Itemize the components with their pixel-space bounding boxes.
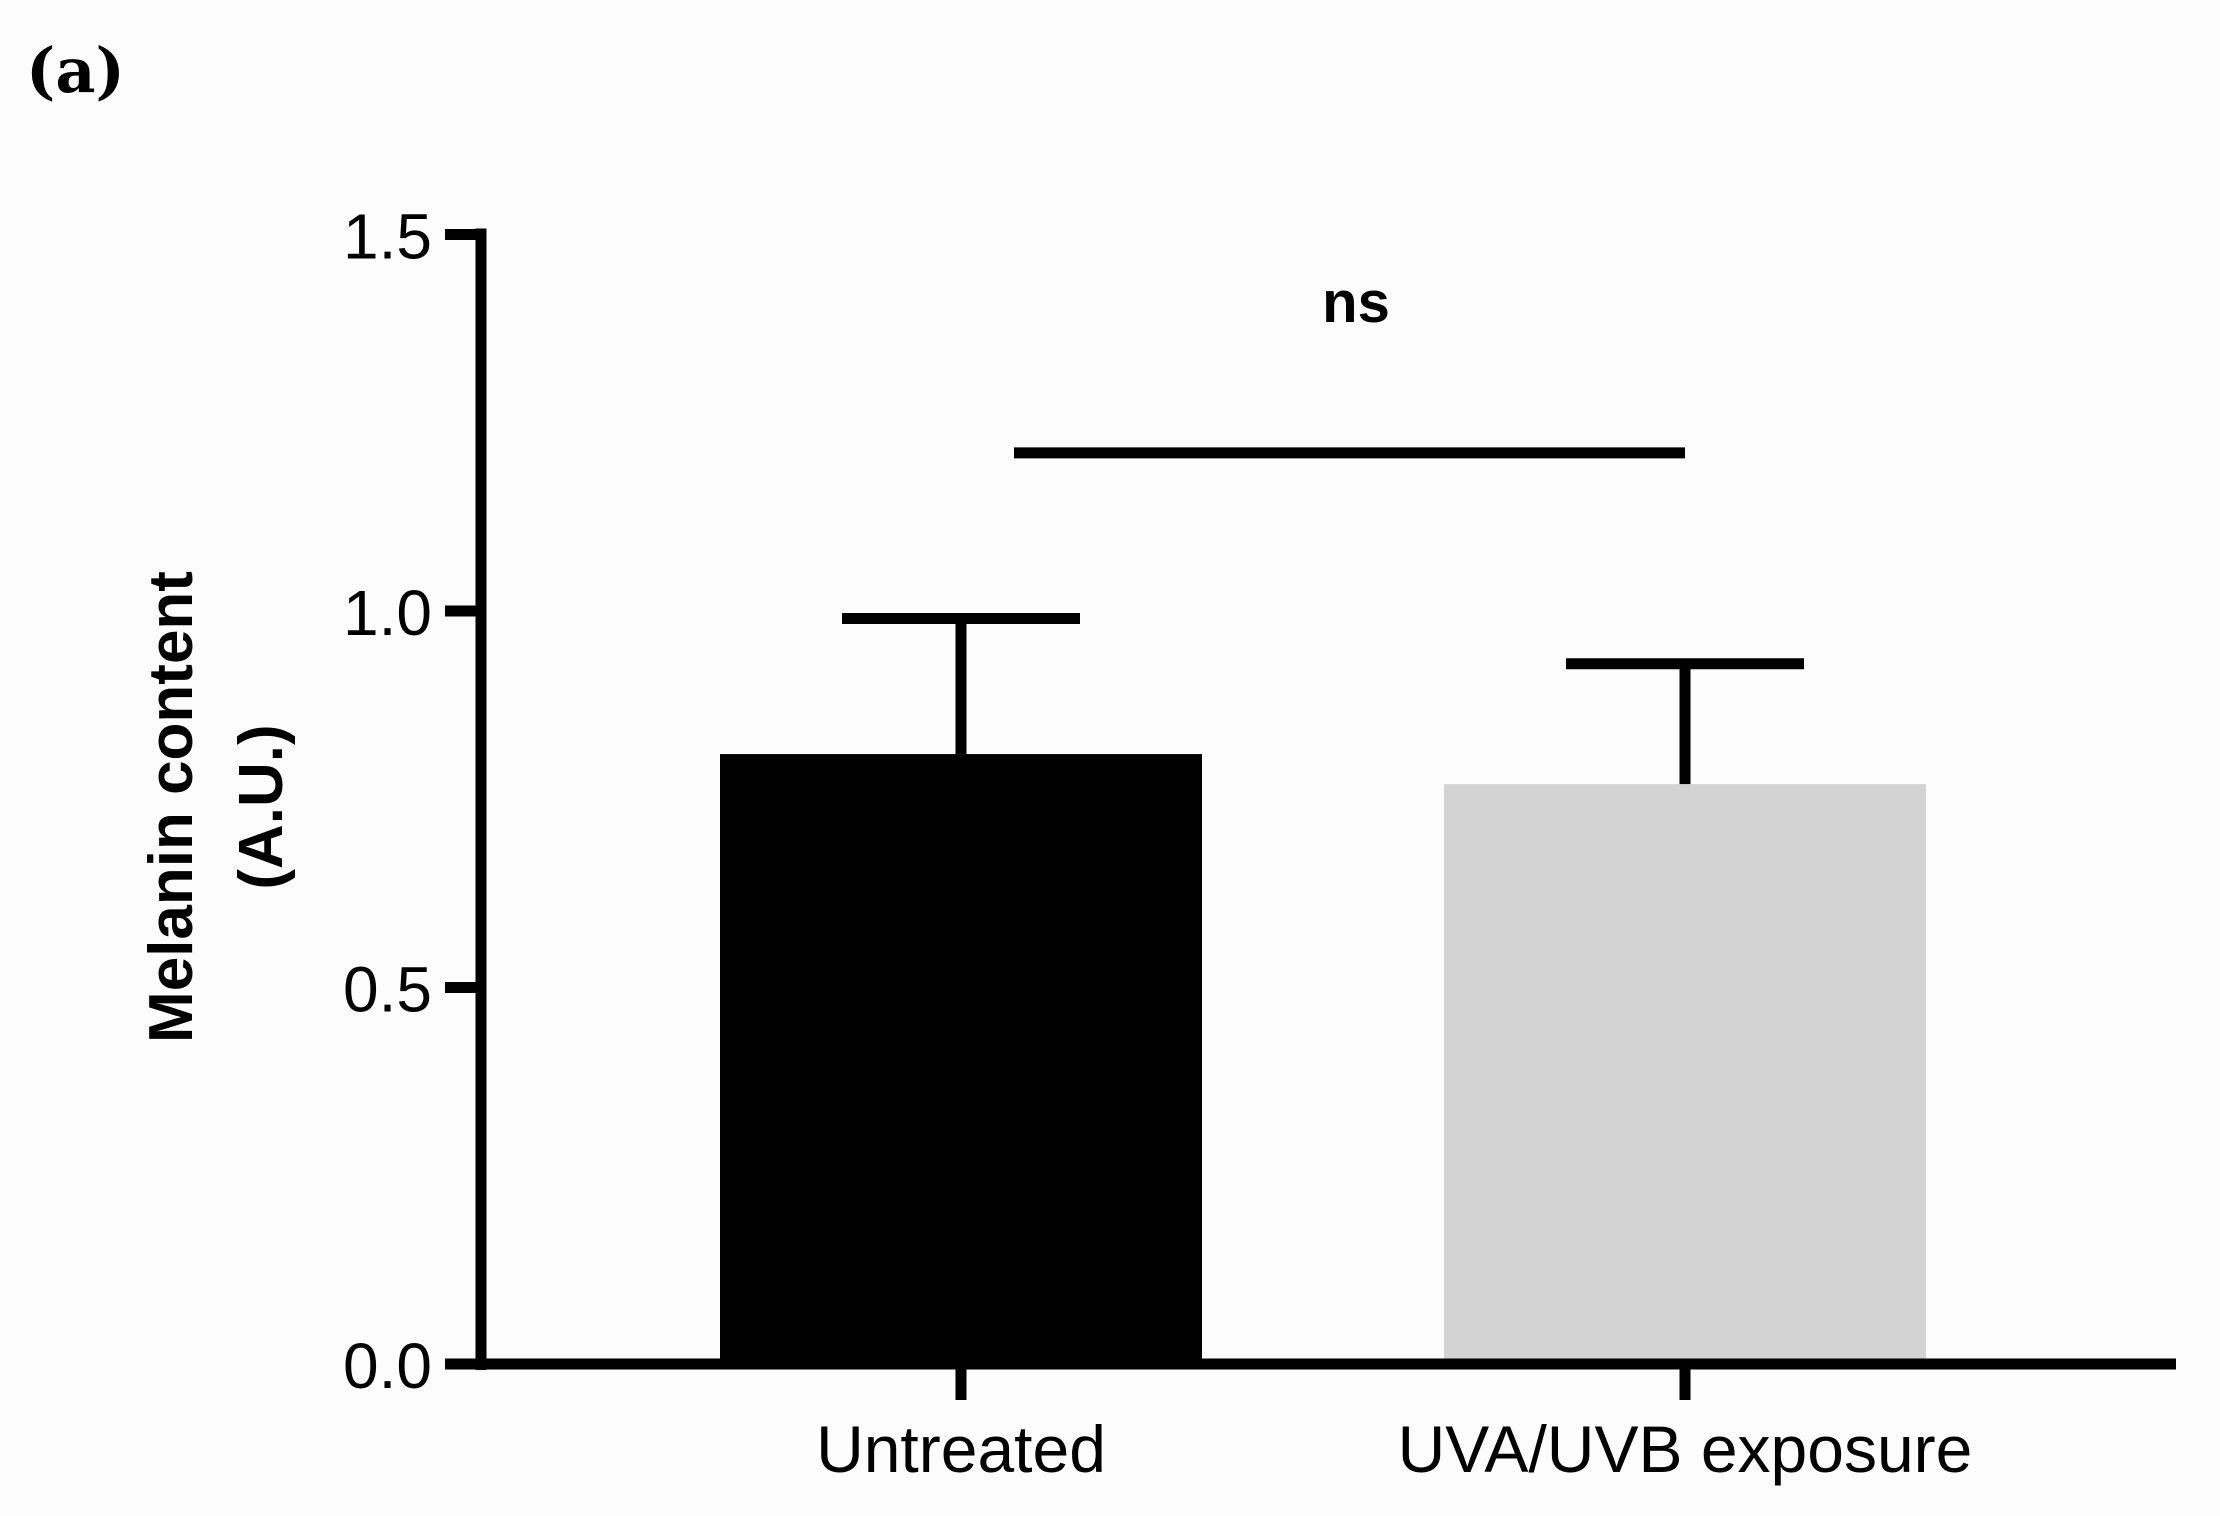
significance-label: ns (1322, 270, 1390, 335)
y-tick-label: 1.0 (343, 577, 432, 649)
bar-untreated (720, 754, 1202, 1364)
y-tick-label: 1.5 (343, 201, 432, 273)
bar-uva-uvb-exposure (1444, 784, 1926, 1364)
y-axis-label-line2: (A.U.) (227, 724, 296, 889)
y-axis-label-line1: Melanin content (137, 571, 206, 1043)
x-tick-label: Untreated (816, 1412, 1106, 1486)
x-tick-label: UVA/UVB exposure (1398, 1412, 1973, 1486)
panel-label: (a) (26, 34, 125, 107)
y-tick-label: 0.5 (343, 954, 432, 1026)
y-tick-label: 0.0 (343, 1330, 432, 1402)
